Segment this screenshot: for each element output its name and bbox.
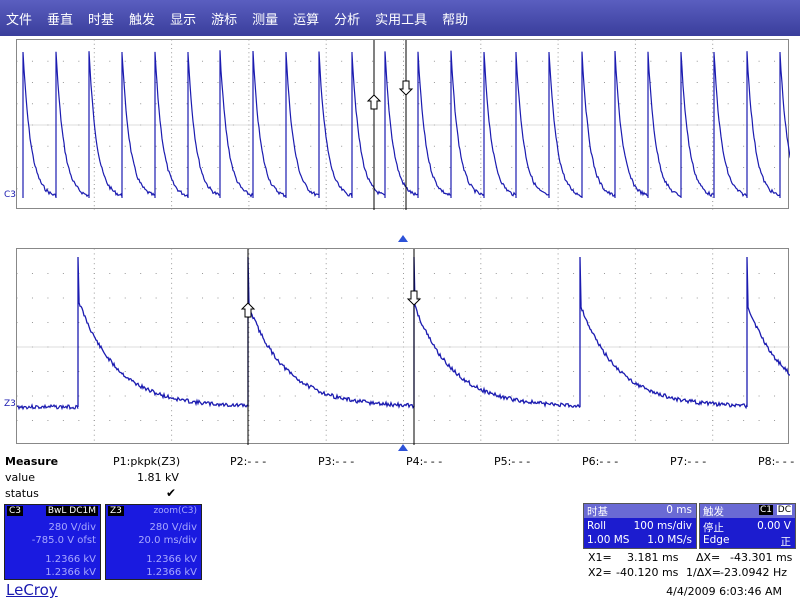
timebase-div: 100 ms/div	[633, 520, 692, 532]
menu-display[interactable]: 显示	[170, 12, 197, 28]
trace-label-z3: Z3	[4, 399, 16, 409]
cursor-arrow-bottom-1	[240, 302, 256, 318]
menu-file[interactable]: 文件	[6, 12, 33, 28]
trace-label-c3: C3	[4, 190, 17, 200]
param-p5[interactable]: P5:- - -	[494, 455, 531, 468]
menu-cursors[interactable]: 游标	[211, 12, 238, 28]
measure-title: Measure	[5, 455, 59, 468]
trigger-state: 停止	[703, 522, 724, 534]
param-p1-value: 1.81 kV	[137, 471, 179, 484]
cursor-inv-value: -23.0942 Hz	[720, 566, 787, 579]
channel-c3-name: BwL DC1M	[45, 506, 98, 516]
brand-logo: LeCroy	[6, 581, 58, 599]
channel-c3-offset: -785.0 V ofst	[31, 535, 96, 546]
waveform-z3-svg	[17, 249, 790, 445]
trigger-coupling: DC	[776, 505, 792, 515]
cursor-arrow-top-2	[398, 80, 414, 96]
menu-vertical[interactable]: 垂直	[47, 12, 74, 28]
cursor-arrow-bottom-2	[406, 290, 422, 306]
channel-c3-tag: C3	[7, 506, 24, 516]
waveform-z3-trace	[77, 256, 790, 410]
channel-z3-val1: 1.2366 kV	[146, 554, 197, 565]
trigger-marker-bottom	[398, 444, 408, 451]
menu-bar: 文件 垂直 时基 触发 显示 游标 测量 运算 分析 实用工具 帮助	[0, 0, 800, 36]
channel-box-z3[interactable]: Z3 zoom(C3) 280 V/div 20.0 ms/div 1.2366…	[105, 504, 202, 580]
waveform-z3-trace-lead	[17, 403, 79, 411]
param-p1[interactable]: P1:pkpk(Z3)	[113, 455, 181, 468]
waveform-grid-z3[interactable]	[16, 248, 790, 445]
param-p2[interactable]: P2:- - -	[230, 455, 267, 468]
channel-c3-val2: 1.2366 kV	[45, 567, 96, 578]
trigger-type: Edge	[703, 534, 730, 546]
timebase-mode: Roll	[587, 520, 607, 532]
param-p4[interactable]: P4:- - -	[406, 455, 443, 468]
trigger-level: 0.00 V	[757, 520, 791, 532]
channel-z3-vdiv: 280 V/div	[149, 522, 197, 533]
measure-row-value: value	[5, 471, 36, 484]
waveform-c3-trace	[22, 50, 790, 198]
menu-math[interactable]: 运算	[293, 12, 320, 28]
trigger-channel: C1	[758, 505, 773, 515]
cursor-arrow-top-1	[366, 94, 382, 110]
trigger-slope: 正	[780, 536, 792, 548]
timebase-box[interactable]: 时基 0 ms Roll 100 ms/div 1.00 MS 1.0 MS/s	[583, 503, 697, 549]
channel-box-c3[interactable]: C3 BwL DC1M 280 V/div -785.0 V ofst 1.23…	[4, 504, 101, 580]
measure-panel: Measure value status P1:pkpk(Z3) 1.81 kV…	[0, 455, 800, 503]
channel-z3-tdiv: 20.0 ms/div	[138, 535, 197, 546]
channel-z3-val2: 1.2366 kV	[146, 567, 197, 578]
param-p7[interactable]: P7:- - -	[670, 455, 707, 468]
timebase-title: 时基	[587, 506, 608, 518]
param-p3[interactable]: P3:- - -	[318, 455, 355, 468]
menu-help[interactable]: 帮助	[442, 12, 469, 28]
cursor-inv-label: 1/ΔX=	[686, 566, 721, 579]
datetime-stamp: 4/4/2009 6:03:46 AM	[666, 585, 782, 598]
channel-z3-name: zoom(C3)	[153, 506, 197, 516]
menu-timebase[interactable]: 时基	[88, 12, 115, 28]
trigger-title: 触发	[703, 506, 724, 518]
menu-analysis[interactable]: 分析	[334, 12, 361, 28]
menu-measure[interactable]: 测量	[252, 12, 279, 28]
cursor-x2-label: X2=	[588, 566, 612, 579]
timebase-samples: 1.00 MS	[587, 534, 630, 546]
param-p6[interactable]: P6:- - -	[582, 455, 619, 468]
timebase-rate: 1.0 MS/s	[647, 534, 692, 546]
waveform-grid-c3[interactable]	[16, 39, 790, 210]
menu-utilities[interactable]: 实用工具	[375, 12, 428, 28]
param-p1-status-check: ✔	[166, 486, 177, 500]
cursor-dx-label: ΔX=	[696, 551, 721, 564]
trigger-marker-top	[398, 235, 408, 242]
channel-c3-vdiv: 280 V/div	[48, 522, 96, 533]
trigger-box[interactable]: 触发 C1 DC 停止 0.00 V Edge 正	[699, 503, 796, 549]
measure-row-status: status	[5, 487, 39, 500]
timebase-delay: 0 ms	[666, 504, 692, 516]
cursor-x2-value: -40.120 ms	[616, 566, 679, 579]
cursor-x1-value: 3.181 ms	[627, 551, 679, 564]
param-p8[interactable]: P8:- - -	[758, 455, 795, 468]
timebase-header	[584, 504, 696, 518]
menu-trigger[interactable]: 触发	[129, 12, 156, 28]
cursor-x1-label: X1=	[588, 551, 612, 564]
channel-z3-tag: Z3	[108, 506, 124, 516]
waveform-c3-svg	[17, 40, 790, 210]
channel-c3-val1: 1.2366 kV	[45, 554, 96, 565]
cursor-dx-value: -43.301 ms	[730, 551, 793, 564]
